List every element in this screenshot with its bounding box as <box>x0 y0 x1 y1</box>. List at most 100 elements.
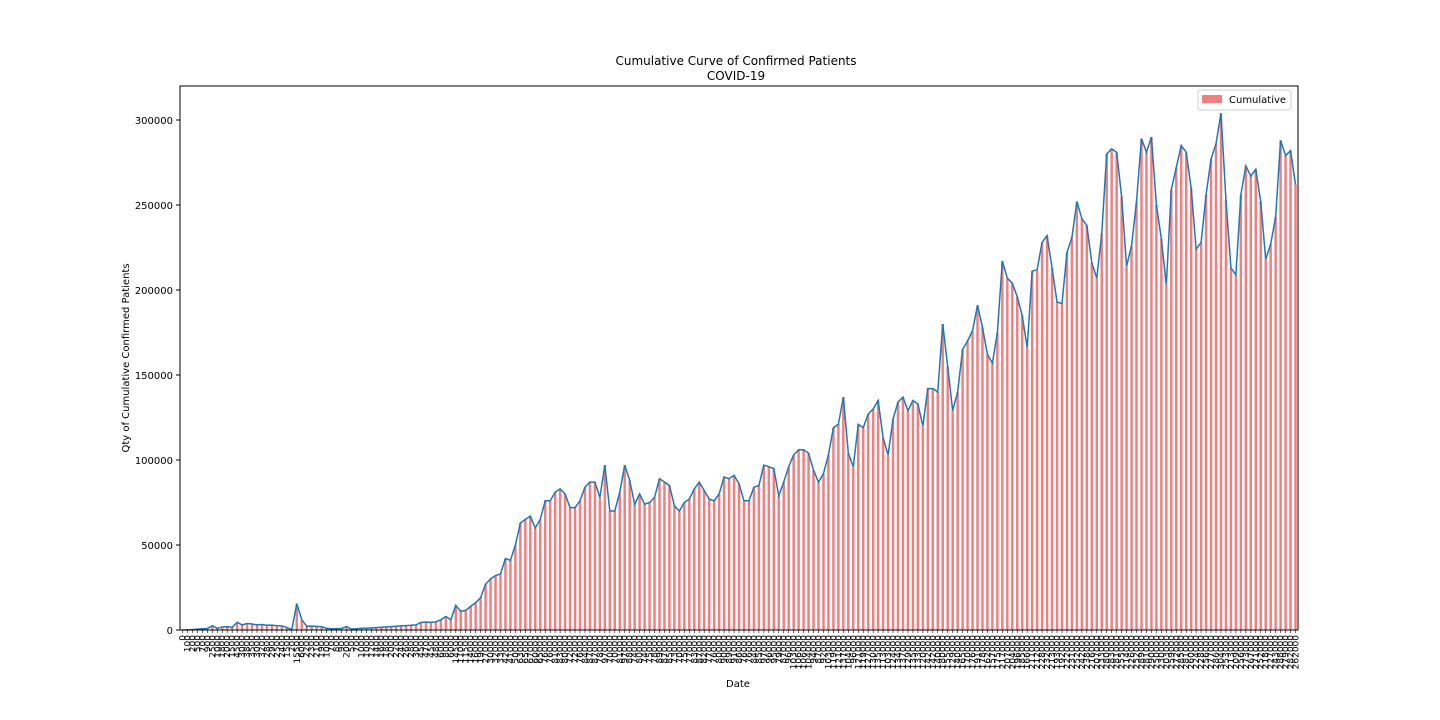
x-tick-label: 155000 <box>944 635 954 670</box>
x-tick-label: 103000 <box>790 635 800 670</box>
bar <box>225 626 229 630</box>
bar <box>389 626 393 630</box>
x-tick-label: 77000 <box>685 635 695 664</box>
x-tick-label: 700 <box>352 635 362 652</box>
x-tick-label: 272000 <box>1172 635 1182 670</box>
bar <box>1170 189 1173 630</box>
x-tick-label: 87000 <box>591 635 601 664</box>
x-tick-label: 85000 <box>755 635 765 664</box>
bar <box>727 478 731 630</box>
x-tick-label: 157000 <box>988 635 998 670</box>
x-tick-label: 232000 <box>1043 635 1053 670</box>
x-tick-label: 226000 <box>1128 635 1138 670</box>
x-tick-label: 252000 <box>1133 635 1143 670</box>
x-tick-label: 231000 <box>1068 635 1078 670</box>
bar <box>742 500 746 630</box>
x-tick-label: 700 <box>198 635 208 652</box>
x-tick-label: 130000 <box>869 635 879 670</box>
x-tick-label: 3500 <box>248 635 258 658</box>
bar <box>737 483 741 630</box>
bar <box>320 626 323 630</box>
bar <box>514 545 517 630</box>
x-tick-label: 14000 <box>467 635 477 664</box>
x-tick-label: 142000 <box>929 635 939 670</box>
x-tick-label: 304000 <box>1217 635 1227 670</box>
bar <box>757 485 761 630</box>
bar <box>1110 148 1113 630</box>
x-tick-label: 238000 <box>1083 635 1093 670</box>
bar <box>1160 239 1163 630</box>
x-tick-label: 104000 <box>805 635 815 670</box>
x-tick-label: 279000 <box>1282 635 1292 670</box>
bar <box>693 488 696 630</box>
x-tick-label: 89000 <box>725 635 735 664</box>
bar <box>1234 274 1238 630</box>
bar <box>558 488 562 630</box>
bar <box>340 628 343 630</box>
bar <box>300 619 303 630</box>
bar <box>220 626 224 630</box>
x-tick-label: 137000 <box>839 635 849 670</box>
bar <box>206 628 209 630</box>
bar <box>822 473 825 630</box>
x-tick-label: 135000 <box>874 635 884 670</box>
x-tick-label: 88000 <box>626 635 636 664</box>
bar <box>772 468 776 630</box>
bar <box>1199 242 1203 630</box>
bar <box>991 363 994 630</box>
x-tick-label: 700 <box>328 635 338 652</box>
bar <box>1130 245 1133 631</box>
bar <box>216 628 219 630</box>
x-tick-label: 119000 <box>859 635 869 670</box>
x-tick-label: 87000 <box>660 635 670 664</box>
bar <box>628 480 631 630</box>
bar <box>653 497 656 630</box>
x-tick-label: 4500 <box>427 635 437 658</box>
bar <box>891 419 895 630</box>
x-tick-label: 4500 <box>417 635 427 658</box>
x-tick-label: 192000 <box>1058 635 1068 670</box>
bar <box>429 622 433 630</box>
bar <box>797 449 800 630</box>
x-tick-label: 76000 <box>710 635 720 664</box>
bar <box>1090 262 1094 630</box>
x-tick-label: 1400 <box>372 635 382 658</box>
x-tick-label: 273000 <box>1242 635 1252 670</box>
bar <box>419 622 423 630</box>
bar <box>1125 266 1128 630</box>
bar <box>1189 188 1193 630</box>
bar <box>424 622 428 630</box>
x-tick-label: 2900 <box>268 635 278 658</box>
x-tick-label: 121000 <box>834 635 844 670</box>
bar-series <box>186 113 1297 631</box>
bar <box>464 610 467 630</box>
x-tick-label: 96000 <box>765 635 775 664</box>
x-tick-label: 96000 <box>785 635 795 664</box>
bar <box>946 366 949 630</box>
bar <box>265 625 269 630</box>
x-tick-label: 3000 <box>238 635 248 658</box>
x-tick-label: 900 <box>203 635 213 652</box>
bar <box>1065 252 1069 630</box>
x-tick-label: 6000 <box>447 635 457 658</box>
bar <box>280 625 284 630</box>
bar <box>315 626 318 630</box>
x-tick-label: 4500 <box>233 635 243 658</box>
x-tick-label: 280000 <box>1103 635 1113 670</box>
x-tick-label: 2200 <box>392 635 402 658</box>
x-tick-label: 42000 <box>501 635 511 664</box>
x-tick-label: 281000 <box>1142 635 1152 670</box>
x-tick-label: 11500 <box>462 635 472 664</box>
bar <box>240 624 244 630</box>
x-tick-label: 207000 <box>1093 635 1103 670</box>
bar <box>1075 201 1079 630</box>
bar <box>1239 194 1243 631</box>
x-tick-label: 175000 <box>993 635 1003 670</box>
bar <box>1269 244 1272 630</box>
x-tick-label: 133000 <box>914 635 924 670</box>
x-tick-label: 213000 <box>1048 635 1058 670</box>
x-tick-label: 243000 <box>1272 635 1282 670</box>
x-tick-label: 74000 <box>641 635 651 664</box>
x-tick-label: 500 <box>193 635 203 652</box>
